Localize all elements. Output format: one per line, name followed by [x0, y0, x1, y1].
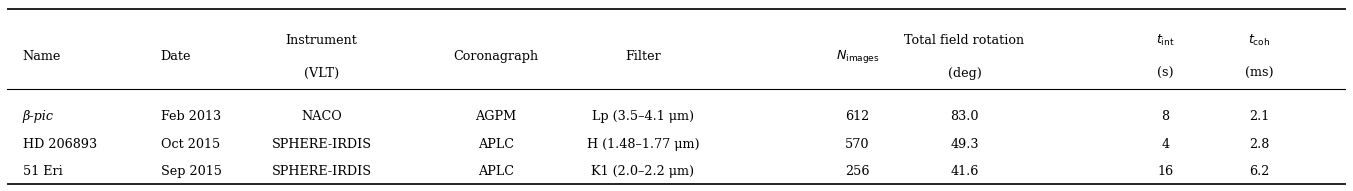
- Text: 41.6: 41.6: [950, 165, 978, 178]
- Text: SPHERE-IRDIS: SPHERE-IRDIS: [272, 165, 372, 178]
- Text: 6.2: 6.2: [1249, 165, 1269, 178]
- Text: (s): (s): [1157, 67, 1173, 80]
- Text: 256: 256: [846, 165, 870, 178]
- Text: Coronagraph: Coronagraph: [453, 50, 538, 63]
- Text: K1 (2.0–2.2 μm): K1 (2.0–2.2 μm): [591, 165, 694, 178]
- Text: NACO: NACO: [302, 110, 342, 123]
- Text: APLC: APLC: [478, 138, 514, 151]
- Text: Filter: Filter: [625, 50, 660, 63]
- Text: Instrument: Instrument: [285, 34, 357, 47]
- Text: Date: Date: [161, 50, 191, 63]
- Text: APLC: APLC: [478, 165, 514, 178]
- Text: 51 Eri: 51 Eri: [23, 165, 62, 178]
- Text: $t_{\mathrm{int}}$: $t_{\mathrm{int}}$: [1157, 33, 1174, 48]
- Text: 2.1: 2.1: [1249, 110, 1269, 123]
- Text: 4: 4: [1161, 138, 1169, 151]
- Text: β-pic: β-pic: [23, 110, 54, 123]
- Text: 570: 570: [846, 138, 870, 151]
- Text: Feb 2013: Feb 2013: [161, 110, 221, 123]
- Text: Name: Name: [23, 50, 61, 63]
- Text: 49.3: 49.3: [950, 138, 978, 151]
- Text: $t_{\mathrm{coh}}$: $t_{\mathrm{coh}}$: [1247, 33, 1270, 48]
- Text: Total field rotation: Total field rotation: [904, 34, 1024, 47]
- Text: 83.0: 83.0: [950, 110, 978, 123]
- Text: (VLT): (VLT): [304, 67, 340, 80]
- Text: Lp (3.5–4.1 μm): Lp (3.5–4.1 μm): [593, 110, 694, 123]
- Text: AGPM: AGPM: [475, 110, 517, 123]
- Text: HD 206893: HD 206893: [23, 138, 97, 151]
- Text: Sep 2015: Sep 2015: [161, 165, 222, 178]
- Text: (ms): (ms): [1245, 67, 1273, 80]
- Text: 8: 8: [1161, 110, 1169, 123]
- Text: 2.8: 2.8: [1249, 138, 1269, 151]
- Text: H (1.48–1.77 μm): H (1.48–1.77 μm): [587, 138, 700, 151]
- Text: (deg): (deg): [947, 67, 981, 80]
- Text: 16: 16: [1157, 165, 1173, 178]
- Text: 612: 612: [846, 110, 870, 123]
- Text: Oct 2015: Oct 2015: [161, 138, 221, 151]
- Text: SPHERE-IRDIS: SPHERE-IRDIS: [272, 138, 372, 151]
- Text: $N_{\mathrm{images}}$: $N_{\mathrm{images}}$: [836, 49, 879, 66]
